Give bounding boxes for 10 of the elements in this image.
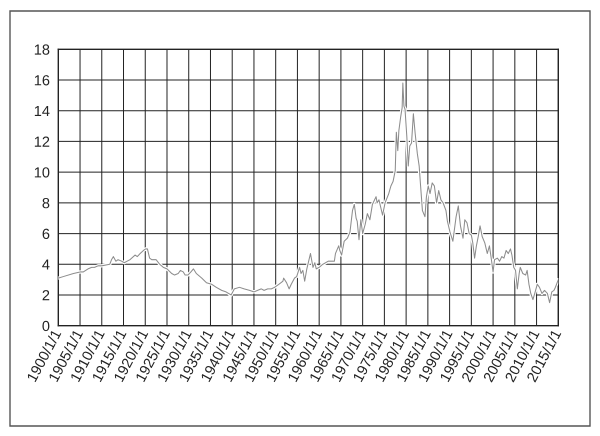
y-tick-label: 10	[34, 167, 50, 178]
y-tick-label: 14	[34, 106, 50, 116]
y-tick-label: 18	[34, 44, 50, 55]
y-tick-label: 8	[42, 198, 50, 208]
y-tick-label: 2	[42, 290, 50, 300]
y-tick-label: 12	[34, 136, 50, 147]
y-tick-label: 6	[42, 228, 50, 239]
y-tick-label: 0	[42, 320, 50, 332]
y-tick-label: 16	[34, 75, 50, 86]
y-tick-label: 4	[42, 260, 50, 270]
